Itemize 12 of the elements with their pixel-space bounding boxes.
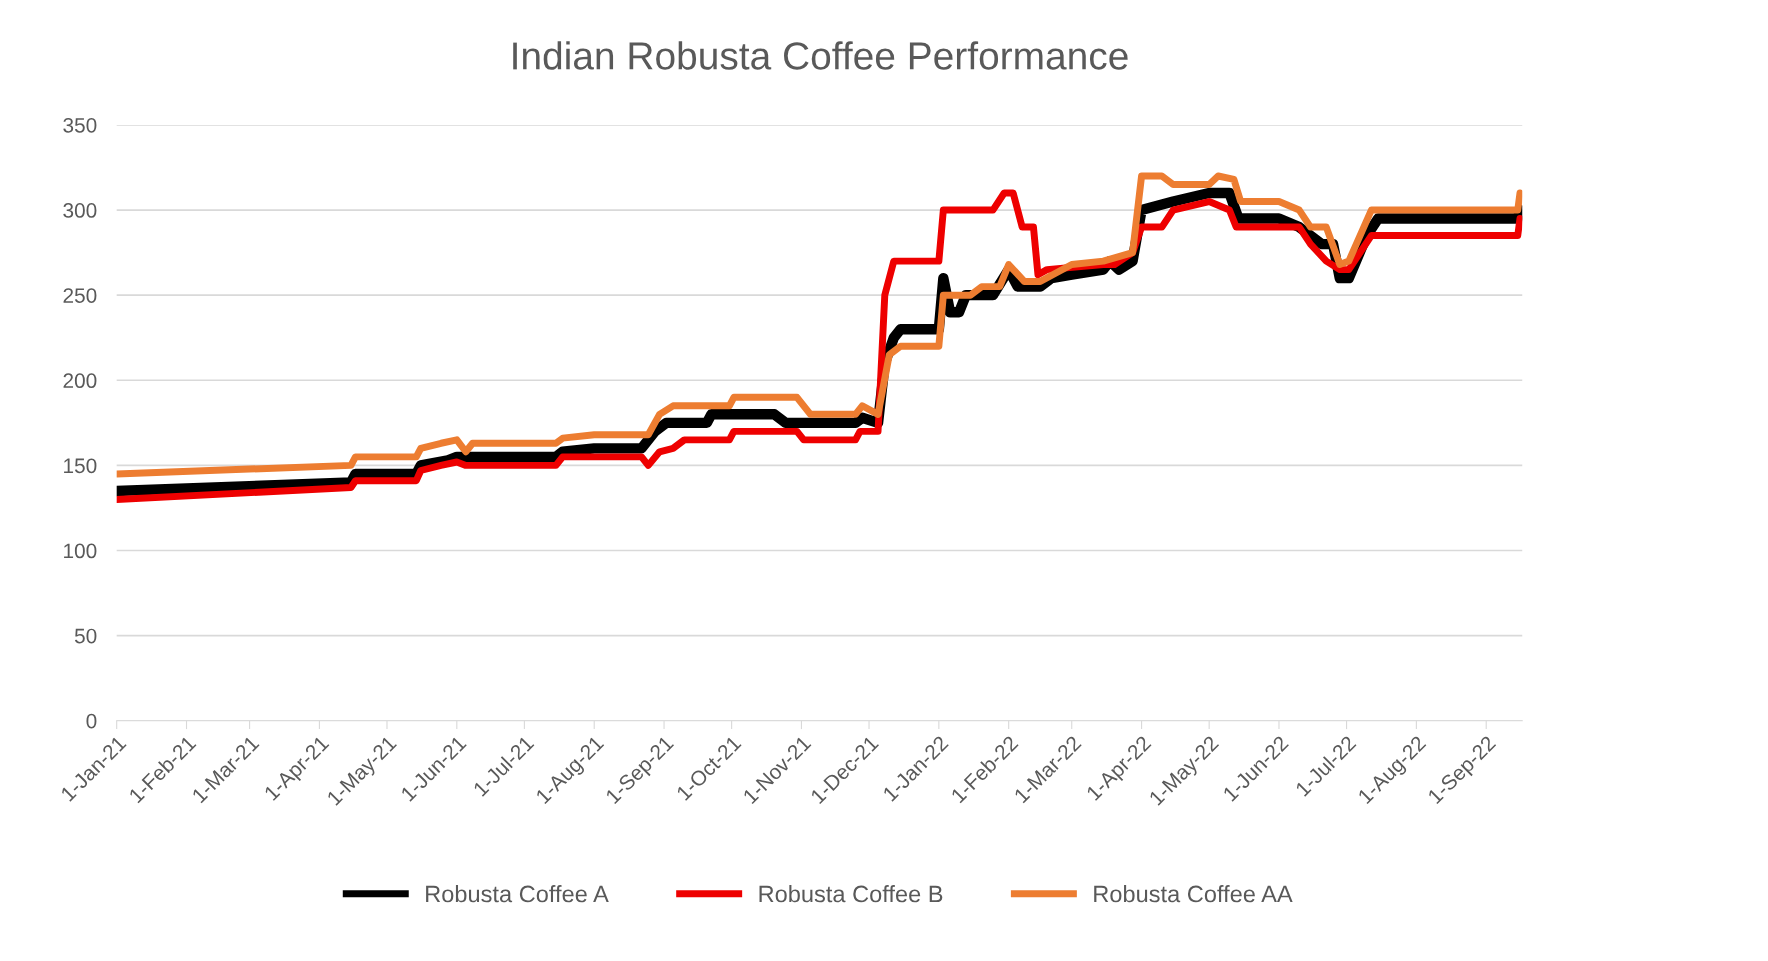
- y-tick-label: 100: [64, 543, 97, 559]
- y-tick-label: 300: [63, 203, 97, 218]
- y-tick-label: 150: [64, 458, 97, 474]
- chart-title: Indian Robusta Coffee Performance: [513, 41, 1128, 70]
- y-tick-label: 200: [63, 373, 97, 389]
- y-tick-label: 50: [74, 628, 97, 644]
- y-tick-label: 350: [63, 117, 97, 133]
- y-tick-label: 0: [86, 713, 97, 729]
- legend-label: Robusta Coffee A: [426, 885, 609, 903]
- legend-label: Robusta Coffee AA: [1094, 885, 1293, 903]
- legend-label: Robusta Coffee B: [759, 885, 943, 903]
- y-tick-label: 250: [63, 288, 97, 303]
